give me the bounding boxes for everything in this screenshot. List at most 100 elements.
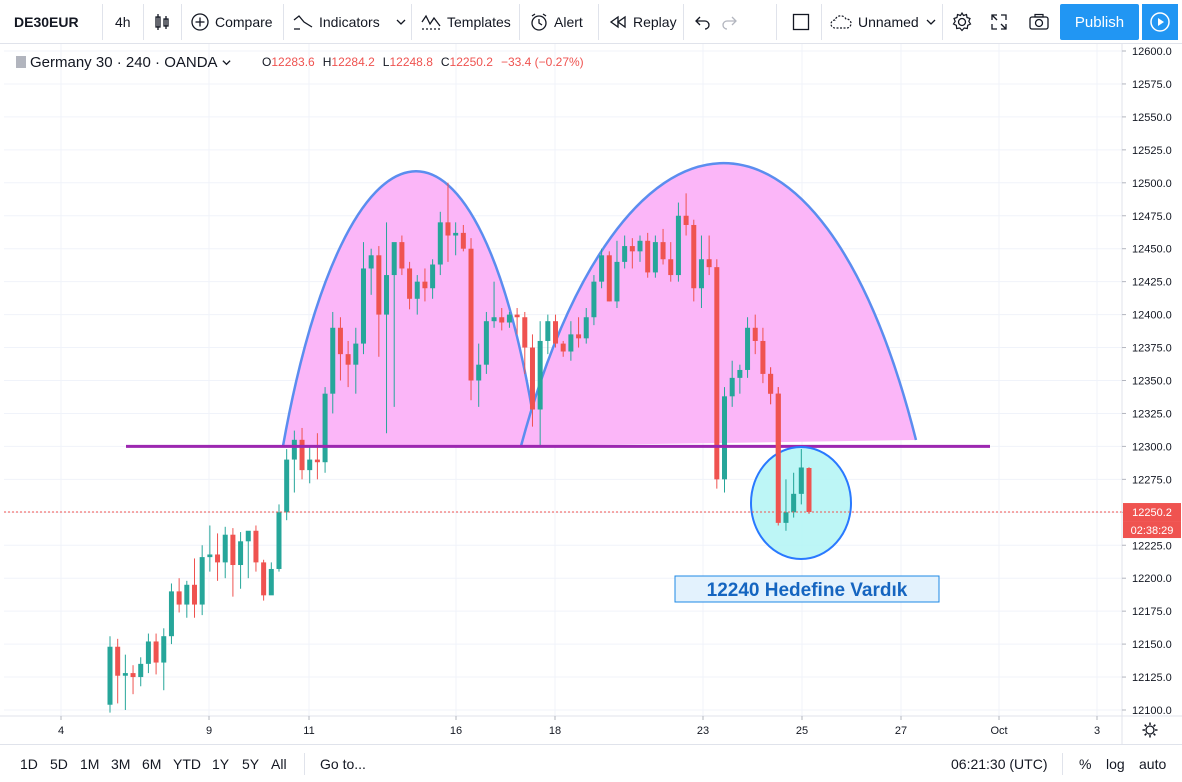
chart-canvas[interactable]: 12240 Hedefine Vardık 12100.0 12125.0 1215… <box>0 44 1182 744</box>
price-tick-label: 12375.0 <box>1132 343 1172 355</box>
candle-body <box>168 591 174 637</box>
low-value: L12248.8 <box>382 55 433 69</box>
range-3m[interactable]: 3M <box>111 756 131 772</box>
log-toggle[interactable]: log <box>1106 756 1125 772</box>
candle-body <box>629 246 635 252</box>
expand-icon <box>991 14 1007 30</box>
cloud-icon <box>830 15 852 29</box>
indicators-dropdown[interactable] <box>396 0 406 44</box>
price-tick-label: 12100.0 <box>1132 705 1172 717</box>
snapshot-button[interactable] <box>1028 0 1050 44</box>
templates-label: Templates <box>447 14 511 30</box>
time-tick-label: 27 <box>895 725 907 737</box>
candle-body <box>453 232 459 236</box>
candle-body <box>384 275 390 315</box>
publish-button[interactable]: Publish <box>1060 4 1139 40</box>
candle-body <box>368 255 374 269</box>
candle-body <box>138 663 144 678</box>
redo-button[interactable] <box>721 0 739 44</box>
candle-body <box>422 281 428 289</box>
range-5d[interactable]: 5D <box>50 756 68 772</box>
toolbar-divider <box>143 4 144 40</box>
toolbar-divider <box>411 4 412 40</box>
auto-toggle[interactable]: auto <box>1139 756 1167 772</box>
undo-icon <box>695 16 710 30</box>
range-all[interactable]: All <box>271 756 287 772</box>
price-tick-label: 12200.0 <box>1132 573 1172 585</box>
candle-body <box>115 646 121 676</box>
candle-body <box>284 459 290 513</box>
alert-button[interactable]: Alert <box>529 0 583 44</box>
high-value: H12284.2 <box>322 55 375 69</box>
candle-body <box>145 641 151 664</box>
candle-body <box>614 261 620 302</box>
range-1d[interactable]: 1D <box>20 756 38 772</box>
bottom-divider <box>304 753 305 775</box>
layout-button[interactable]: Unnamed <box>829 0 919 44</box>
compare-button[interactable]: Compare <box>190 0 273 44</box>
replay-button[interactable]: Replay <box>608 0 677 44</box>
interval-button[interactable]: 4h <box>115 14 131 30</box>
redo-icon <box>722 16 737 30</box>
indicators-label: Indicators <box>319 14 380 30</box>
range-1y[interactable]: 1Y <box>212 756 230 772</box>
symbol-legend[interactable]: Germany 30 · 240 · OANDA <box>16 52 231 72</box>
annotation-box <box>674 575 940 603</box>
candle-body <box>675 215 681 276</box>
templates-button[interactable]: Templates <box>420 0 511 44</box>
candle-body <box>576 334 582 339</box>
layout-dropdown[interactable] <box>926 0 936 44</box>
candle-body <box>622 246 628 262</box>
candle-body <box>207 554 213 558</box>
time-axis[interactable]: 4 9 11 16 18 23 25 27 Oct 3 <box>0 715 1182 738</box>
plus-circle-icon <box>191 13 209 31</box>
candles-icon <box>155 14 169 30</box>
candle-body <box>184 584 190 605</box>
candle-body <box>161 636 167 663</box>
price-axis[interactable]: 12100.0 12125.0 12150.0 12175.0 12200.0 12225… <box>1121 44 1182 744</box>
range-ytd[interactable]: YTD <box>173 756 201 772</box>
range-6m[interactable]: 6M <box>142 756 162 772</box>
toolbar-divider <box>519 4 520 40</box>
price-tick-label: 12300.0 <box>1132 441 1172 453</box>
price-tick-label: 12575.0 <box>1132 79 1172 91</box>
percent-toggle[interactable]: % <box>1079 756 1092 772</box>
current-price-tag <box>1123 503 1181 522</box>
undo-button[interactable] <box>693 0 711 44</box>
candle-body <box>722 396 728 480</box>
candle-body <box>414 281 420 299</box>
toolbar-divider <box>283 4 284 40</box>
toolbar-divider <box>821 4 822 40</box>
right-top-arc <box>519 162 918 447</box>
candle-body <box>591 281 597 318</box>
axis-settings-icon-tooth <box>1153 724 1156 727</box>
compare-label: Compare <box>215 14 273 30</box>
play-button[interactable] <box>1142 4 1178 40</box>
clock-time[interactable]: 06:21:30 (UTC) <box>951 756 1048 772</box>
candle-body <box>560 343 566 352</box>
settings-button[interactable] <box>951 0 973 44</box>
candle-body <box>460 232 466 249</box>
candle-body <box>606 255 612 302</box>
candle-body <box>437 222 443 265</box>
price-tick-label: 12125.0 <box>1132 672 1172 684</box>
time-tick-label: 3 <box>1094 725 1100 737</box>
symbol-search[interactable]: DE30EUR <box>14 14 79 30</box>
chart-type-button[interactable] <box>152 0 172 44</box>
fullscreen-select-button[interactable] <box>791 0 811 44</box>
range-5y[interactable]: 5Y <box>242 756 260 772</box>
price-tick-label: 12150.0 <box>1132 639 1172 651</box>
range-1m[interactable]: 1M <box>80 756 100 772</box>
candle-body <box>683 215 689 225</box>
indicators-button[interactable]: Indicators <box>292 0 380 44</box>
candle-body <box>783 512 789 523</box>
fullscreen-button[interactable] <box>989 0 1009 44</box>
candle-body <box>337 327 343 355</box>
candle-body <box>514 314 520 318</box>
candle-body <box>768 373 774 394</box>
candle-body <box>468 248 474 381</box>
goto-button[interactable]: Go to... <box>320 756 366 772</box>
price-tick-label: 12350.0 <box>1132 376 1172 388</box>
chart-pane[interactable]: 12240 Hedefine Vardık 12100.0 12125.0 1215… <box>0 44 1182 744</box>
square-icon <box>792 13 810 31</box>
